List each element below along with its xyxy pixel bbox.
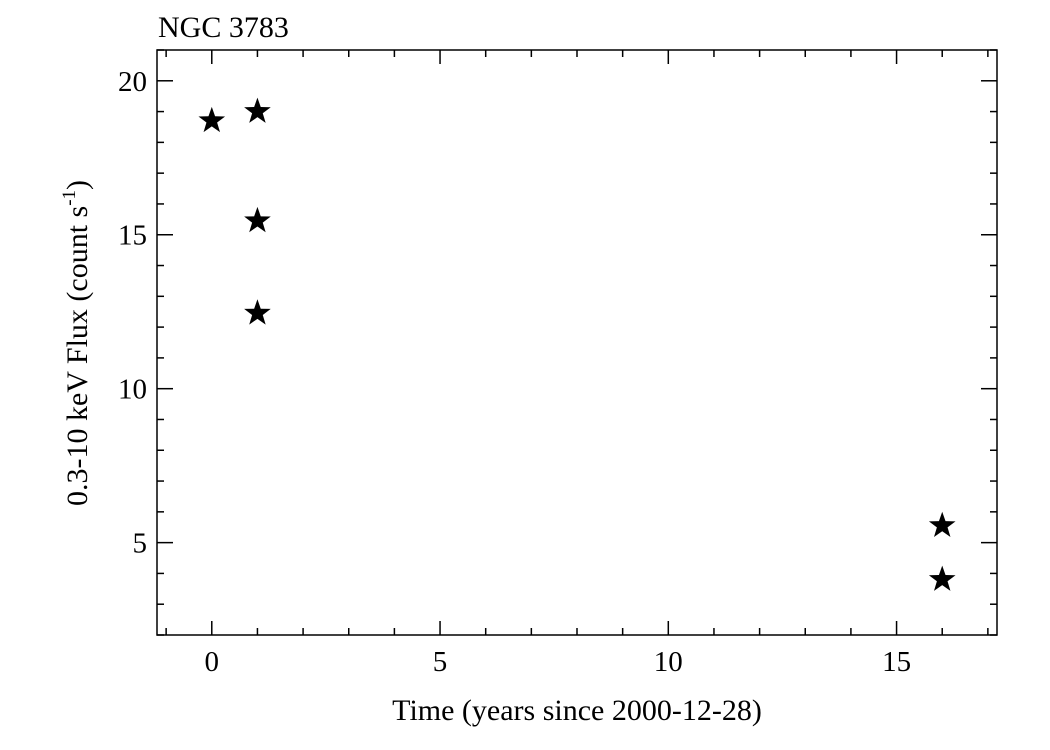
x-tick-label: 0 <box>205 646 220 678</box>
chart-title: NGC 3783 <box>158 11 289 44</box>
y-tick-label: 15 <box>118 220 147 252</box>
y-axis-title-main: 0.3-10 keV Flux (count s <box>61 206 94 506</box>
x-tick-label: 5 <box>433 646 448 678</box>
plot-frame <box>156 49 998 636</box>
star-point <box>244 97 271 123</box>
x-axis-ticks <box>165 50 989 635</box>
y-tick-label: 10 <box>118 374 147 406</box>
star-point <box>198 106 226 133</box>
star-point <box>928 565 956 591</box>
star-point <box>928 511 956 538</box>
y-tick-label: 5 <box>133 528 148 560</box>
y-axis-title-superscript: -1 <box>59 190 80 206</box>
y-tick-label: 20 <box>118 66 147 98</box>
x-tick-label: 10 <box>654 646 683 678</box>
x-axis-title: Time (years since 2000-12-28) <box>392 694 762 727</box>
x-axis-tick-labels: 0 5 10 15 <box>205 646 912 678</box>
y-axis-tick-labels: 5 10 15 20 <box>118 66 147 560</box>
x-tick-label: 15 <box>882 646 911 678</box>
star-point <box>244 299 271 325</box>
y-axis-ticks <box>157 49 997 636</box>
data-points <box>198 97 956 591</box>
y-axis-title-close: ) <box>61 180 94 190</box>
y-axis-title: 0.3-10 keV Flux (count s-1) <box>59 180 94 506</box>
star-point <box>244 206 271 233</box>
